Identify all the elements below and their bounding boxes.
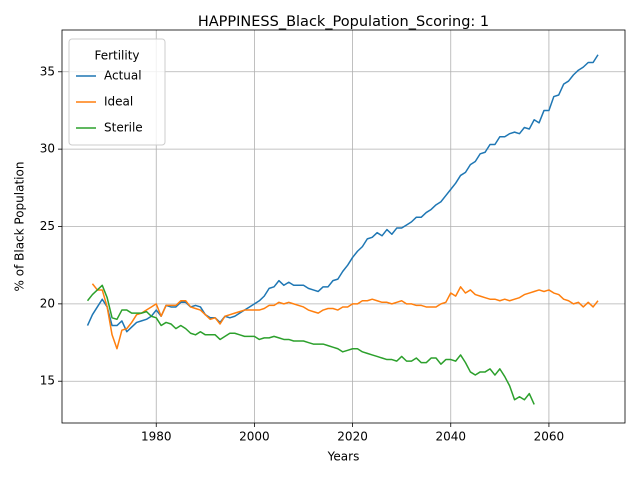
- plot-frame: [61, 29, 626, 424]
- y-axis-label: % of Black Population: [13, 162, 27, 292]
- chart-title: HAPPINESS_Black_Population_Scoring: 1: [198, 14, 489, 30]
- series-line: [86, 284, 535, 405]
- x-tick-label: 2060: [534, 430, 565, 444]
- y-tick-label: 15: [40, 374, 55, 388]
- grid: 1980 2000 2020 2040 2060 15 20 25 30 35: [40, 30, 625, 444]
- series-line: [91, 283, 599, 350]
- x-tick-label: 1980: [141, 430, 172, 444]
- y-tick-label: 35: [40, 64, 55, 78]
- legend-label: Ideal: [104, 95, 133, 109]
- series-line: [86, 54, 599, 333]
- legend-title: Fertility: [94, 49, 139, 63]
- legend-label: Actual: [104, 69, 142, 83]
- plot-lines: [86, 54, 599, 405]
- y-tick-label: 20: [40, 296, 55, 310]
- legend: Fertility Actual Ideal Sterile: [68, 38, 166, 146]
- x-tick-label: 2040: [435, 430, 466, 444]
- legend-label: Sterile: [104, 121, 143, 135]
- x-axis-label: Years: [327, 450, 360, 464]
- legend-box: [68, 38, 166, 146]
- y-tick-label: 25: [40, 219, 55, 233]
- x-tick-label: 2020: [337, 430, 368, 444]
- y-tick-label: 30: [40, 142, 55, 156]
- x-tick-label: 2000: [239, 430, 270, 444]
